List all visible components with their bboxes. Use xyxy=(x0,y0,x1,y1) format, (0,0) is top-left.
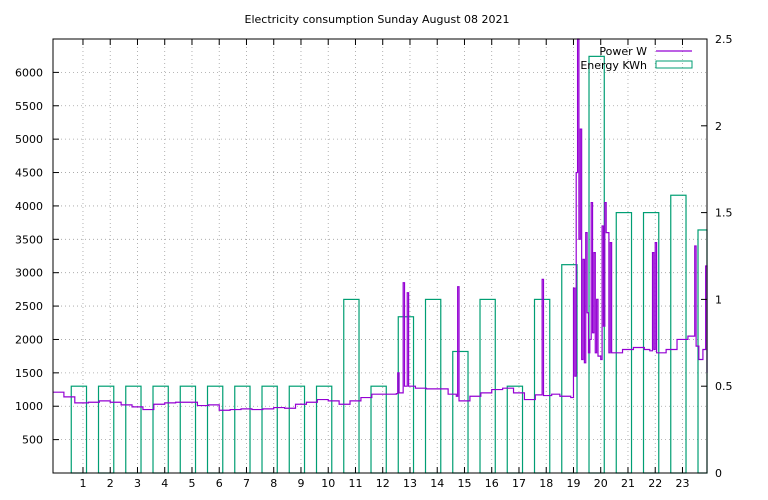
energy-bar xyxy=(288,385,306,474)
x-tick-label: 3 xyxy=(134,477,141,490)
x-tick-label: 12 xyxy=(376,477,390,490)
plot-frame xyxy=(52,38,708,474)
x-tick-label: 22 xyxy=(648,477,662,490)
energy-bar xyxy=(452,350,469,474)
x-tick-label: 23 xyxy=(675,477,689,490)
legend: Power W Energy KWh xyxy=(580,45,693,72)
x-tick-label: 9 xyxy=(297,477,304,490)
energy-bar xyxy=(370,385,387,474)
x-tick-label: 8 xyxy=(270,477,277,490)
x-tick-label: 6 xyxy=(216,477,223,490)
energy-bar xyxy=(343,298,360,474)
x-axis-ticks: 1 2 3 4 5 6 7 8 9 10 11 12 13 14 15 16 17 18 19 20 21 22 23 xyxy=(79,39,689,490)
legend-power-label: Power W xyxy=(599,45,647,58)
y-left-tick-label: 3500 xyxy=(15,233,43,246)
y-left-tick-label: 4500 xyxy=(15,167,43,180)
y-left-axis-ticks: 500 1000 1500 2000 2500 3000 3500 4000 4500 5000 5… xyxy=(15,66,59,447)
y-right-axis-ticks: 0 0.5 1 1.5 2 2.5 xyxy=(701,33,733,480)
legend-energy-label: Energy KWh xyxy=(580,59,647,72)
energy-bar xyxy=(70,385,88,474)
x-tick-label: 13 xyxy=(403,477,417,490)
y-left-tick-label: 5000 xyxy=(15,133,43,146)
y-left-tick-label: 500 xyxy=(22,434,43,447)
energy-bar xyxy=(424,298,442,474)
energy-bar xyxy=(125,385,142,474)
legend-energy-swatch xyxy=(655,60,693,69)
energy-bar xyxy=(97,385,115,474)
x-tick-label: 1 xyxy=(79,477,86,490)
x-tick-label: 19 xyxy=(566,477,580,490)
y-left-tick-label: 2500 xyxy=(15,300,43,313)
y-right-tick-label: 0 xyxy=(715,467,722,480)
y-left-tick-label: 1500 xyxy=(15,367,43,380)
energy-bar xyxy=(506,385,524,474)
grid-lines xyxy=(53,39,707,473)
y-right-tick-label: 2.5 xyxy=(715,33,733,46)
x-tick-label: 18 xyxy=(539,477,553,490)
y-left-tick-label: 4000 xyxy=(15,200,43,213)
power-line xyxy=(53,38,708,411)
x-tick-label: 11 xyxy=(348,477,362,490)
y-left-tick-label: 3000 xyxy=(15,267,43,280)
y-left-tick-label: 1000 xyxy=(15,400,43,413)
x-tick-label: 5 xyxy=(188,477,195,490)
energy-bar xyxy=(152,385,169,474)
y-right-tick-label: 2 xyxy=(715,120,722,133)
x-tick-label: 7 xyxy=(243,477,250,490)
y-left-tick-label: 6000 xyxy=(15,66,43,79)
energy-bar xyxy=(670,194,687,474)
x-tick-label: 21 xyxy=(621,477,635,490)
x-tick-label: 2 xyxy=(107,477,114,490)
y-left-tick-label: 2000 xyxy=(15,333,43,346)
energy-bar xyxy=(234,385,251,474)
x-tick-label: 15 xyxy=(457,477,471,490)
x-tick-label: 14 xyxy=(430,477,444,490)
x-tick-label: 20 xyxy=(594,477,608,490)
y-left-tick-label: 5500 xyxy=(15,100,43,113)
x-tick-label: 16 xyxy=(485,477,499,490)
energy-bar xyxy=(615,212,633,474)
x-tick-label: 10 xyxy=(321,477,335,490)
x-tick-label: 17 xyxy=(512,477,526,490)
energy-bar xyxy=(397,316,415,474)
y-right-tick-label: 1 xyxy=(715,293,722,306)
y-right-tick-label: 1.5 xyxy=(715,207,733,220)
energy-bar xyxy=(479,298,496,474)
x-tick-label: 4 xyxy=(161,477,168,490)
energy-bar xyxy=(179,385,197,474)
chart-title: Electricity consumption Sunday August 08… xyxy=(245,13,510,26)
energy-bar xyxy=(206,385,224,474)
energy-bar xyxy=(261,385,278,474)
y-right-tick-label: 0.5 xyxy=(715,380,733,393)
